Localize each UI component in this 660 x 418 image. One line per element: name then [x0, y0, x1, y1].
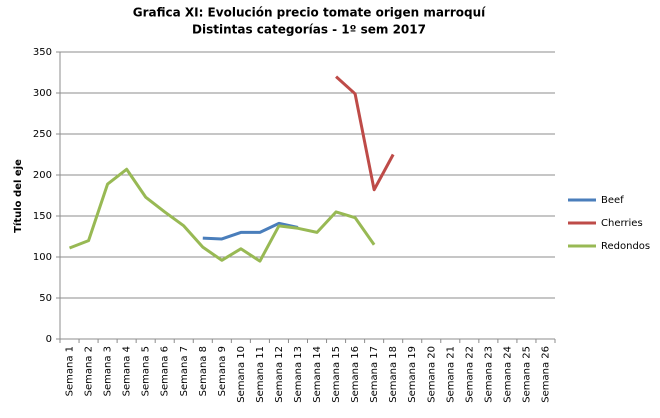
x-tick-label: Semana 25	[521, 346, 532, 403]
legend-label: Beef	[601, 195, 624, 206]
chart-title: Grafica XI: Evolución precio tomate orig…	[133, 6, 486, 20]
x-tick-label: Semana 20	[426, 346, 437, 403]
x-tick-label: Semana 16	[350, 346, 361, 403]
x-tick-label: Semana 4	[122, 346, 133, 396]
y-tick-label: 150	[33, 211, 52, 222]
x-tick-label: Semana 18	[388, 346, 399, 403]
x-tick-label: Semana 1	[65, 346, 76, 396]
x-tick-label: Semana 22	[464, 346, 475, 403]
y-tick-label: 50	[39, 293, 52, 304]
x-tick-label: Semana 19	[407, 346, 418, 403]
x-tick-label: Semana 9	[217, 346, 228, 396]
y-axis-label: Título del eje	[12, 159, 24, 233]
x-tick-label: Semana 8	[198, 346, 209, 396]
x-tick-label: Semana 21	[445, 346, 456, 403]
x-tick-label: Semana 2	[84, 346, 95, 396]
x-tick-label: Semana 26	[540, 346, 551, 403]
series-line	[335, 75, 395, 192]
x-tick-label: Semana 12	[274, 346, 285, 403]
legend-label: Cherries	[601, 218, 643, 229]
x-tick-label: Semana 7	[179, 346, 190, 396]
x-tick-label: Semana 11	[255, 346, 266, 403]
x-tick-label: Semana 17	[369, 346, 380, 403]
y-tick-label: 0	[46, 334, 52, 345]
x-tick-label: Semana 5	[141, 346, 152, 396]
x-tick-label: Semana 15	[331, 346, 342, 403]
legend-label: Redondos	[601, 241, 650, 252]
series-line	[68, 167, 376, 263]
x-tick-label: Semana 13	[293, 346, 304, 403]
series-line	[202, 221, 299, 241]
y-tick-label: 100	[33, 252, 52, 263]
chart-subtitle: Distintas categorías - 1º sem 2017	[192, 23, 426, 37]
x-tick-label: Semana 24	[502, 346, 513, 403]
x-tick-label: Semana 6	[160, 346, 171, 396]
x-tick-label: Semana 10	[236, 346, 247, 403]
y-tick-label: 300	[33, 88, 52, 99]
y-tick-label: 250	[33, 129, 52, 140]
y-tick-label: 200	[33, 170, 52, 181]
x-tick-label: Semana 3	[103, 346, 114, 396]
x-tick-label: Semana 14	[312, 346, 323, 403]
y-tick-label: 350	[33, 47, 52, 58]
x-tick-label: Semana 23	[483, 346, 494, 403]
